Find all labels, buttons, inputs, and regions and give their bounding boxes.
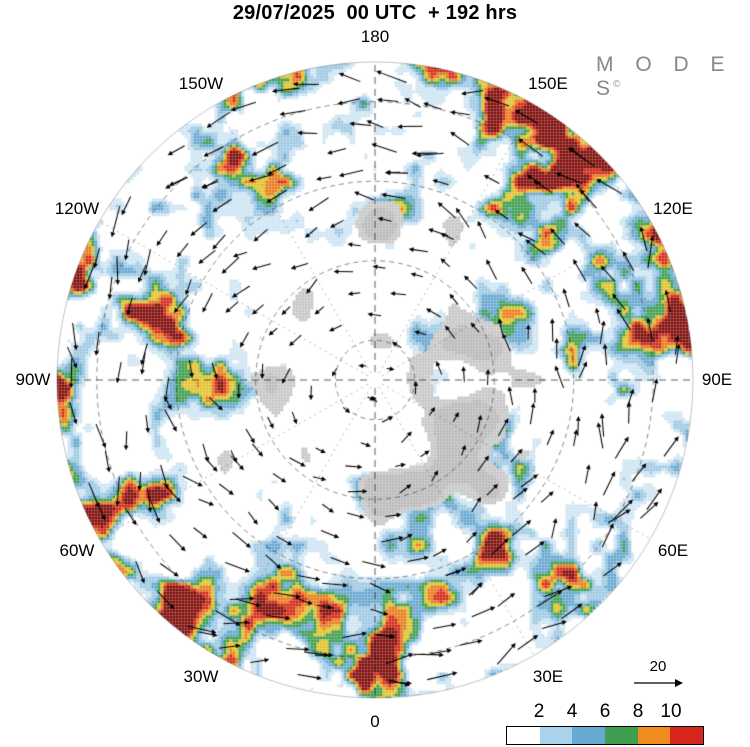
- colorbar-bar: [506, 726, 704, 745]
- colorbar-segment: [572, 727, 606, 744]
- wind-reference: 20: [628, 659, 688, 689]
- colorbar-segment: [507, 727, 540, 744]
- chart-title: 29/07/2025 00 UTC + 192 hrs: [232, 2, 518, 24]
- lon-label-60e: 60E: [657, 541, 689, 560]
- lon-label-150e: 150E: [528, 74, 568, 93]
- lon-label-90w: 90W: [15, 370, 51, 389]
- lon-label-30e: 30E: [532, 667, 564, 686]
- lon-label-120e: 120E: [653, 199, 693, 218]
- modes-logo-copyright: ©: [613, 79, 621, 90]
- wind-reference-arrow-icon: [634, 679, 683, 687]
- lon-label-180: 180: [360, 27, 390, 46]
- wind-reference-label: 20: [649, 658, 667, 675]
- colorbar-ticks: 2 4 6 8 10: [506, 701, 704, 726]
- lon-label-90e: 90E: [701, 370, 733, 389]
- colorbar-tick: 8: [632, 701, 644, 722]
- colorbar-segment: [637, 727, 671, 744]
- lon-label-120w: 120W: [54, 199, 100, 218]
- modes-logo: M O D E S©: [596, 53, 750, 101]
- colorbar-tick: 4: [566, 701, 578, 722]
- colorbar-segment: [670, 727, 704, 744]
- lon-label-30w: 30W: [183, 667, 219, 686]
- lon-label-0: 0: [370, 712, 380, 731]
- modes-logo-text: M O D E S: [596, 53, 733, 100]
- colorbar-tick: 2: [533, 701, 545, 722]
- lon-label-150w: 150W: [178, 74, 224, 93]
- colorbar: 2 4 6 8 10: [506, 701, 704, 745]
- colorbar-segment: [605, 727, 638, 744]
- lon-label-60w: 60W: [59, 541, 95, 560]
- colorbar-tick: 10: [660, 701, 682, 722]
- colorbar-tick: 6: [599, 701, 611, 722]
- colorbar-segment: [539, 727, 573, 744]
